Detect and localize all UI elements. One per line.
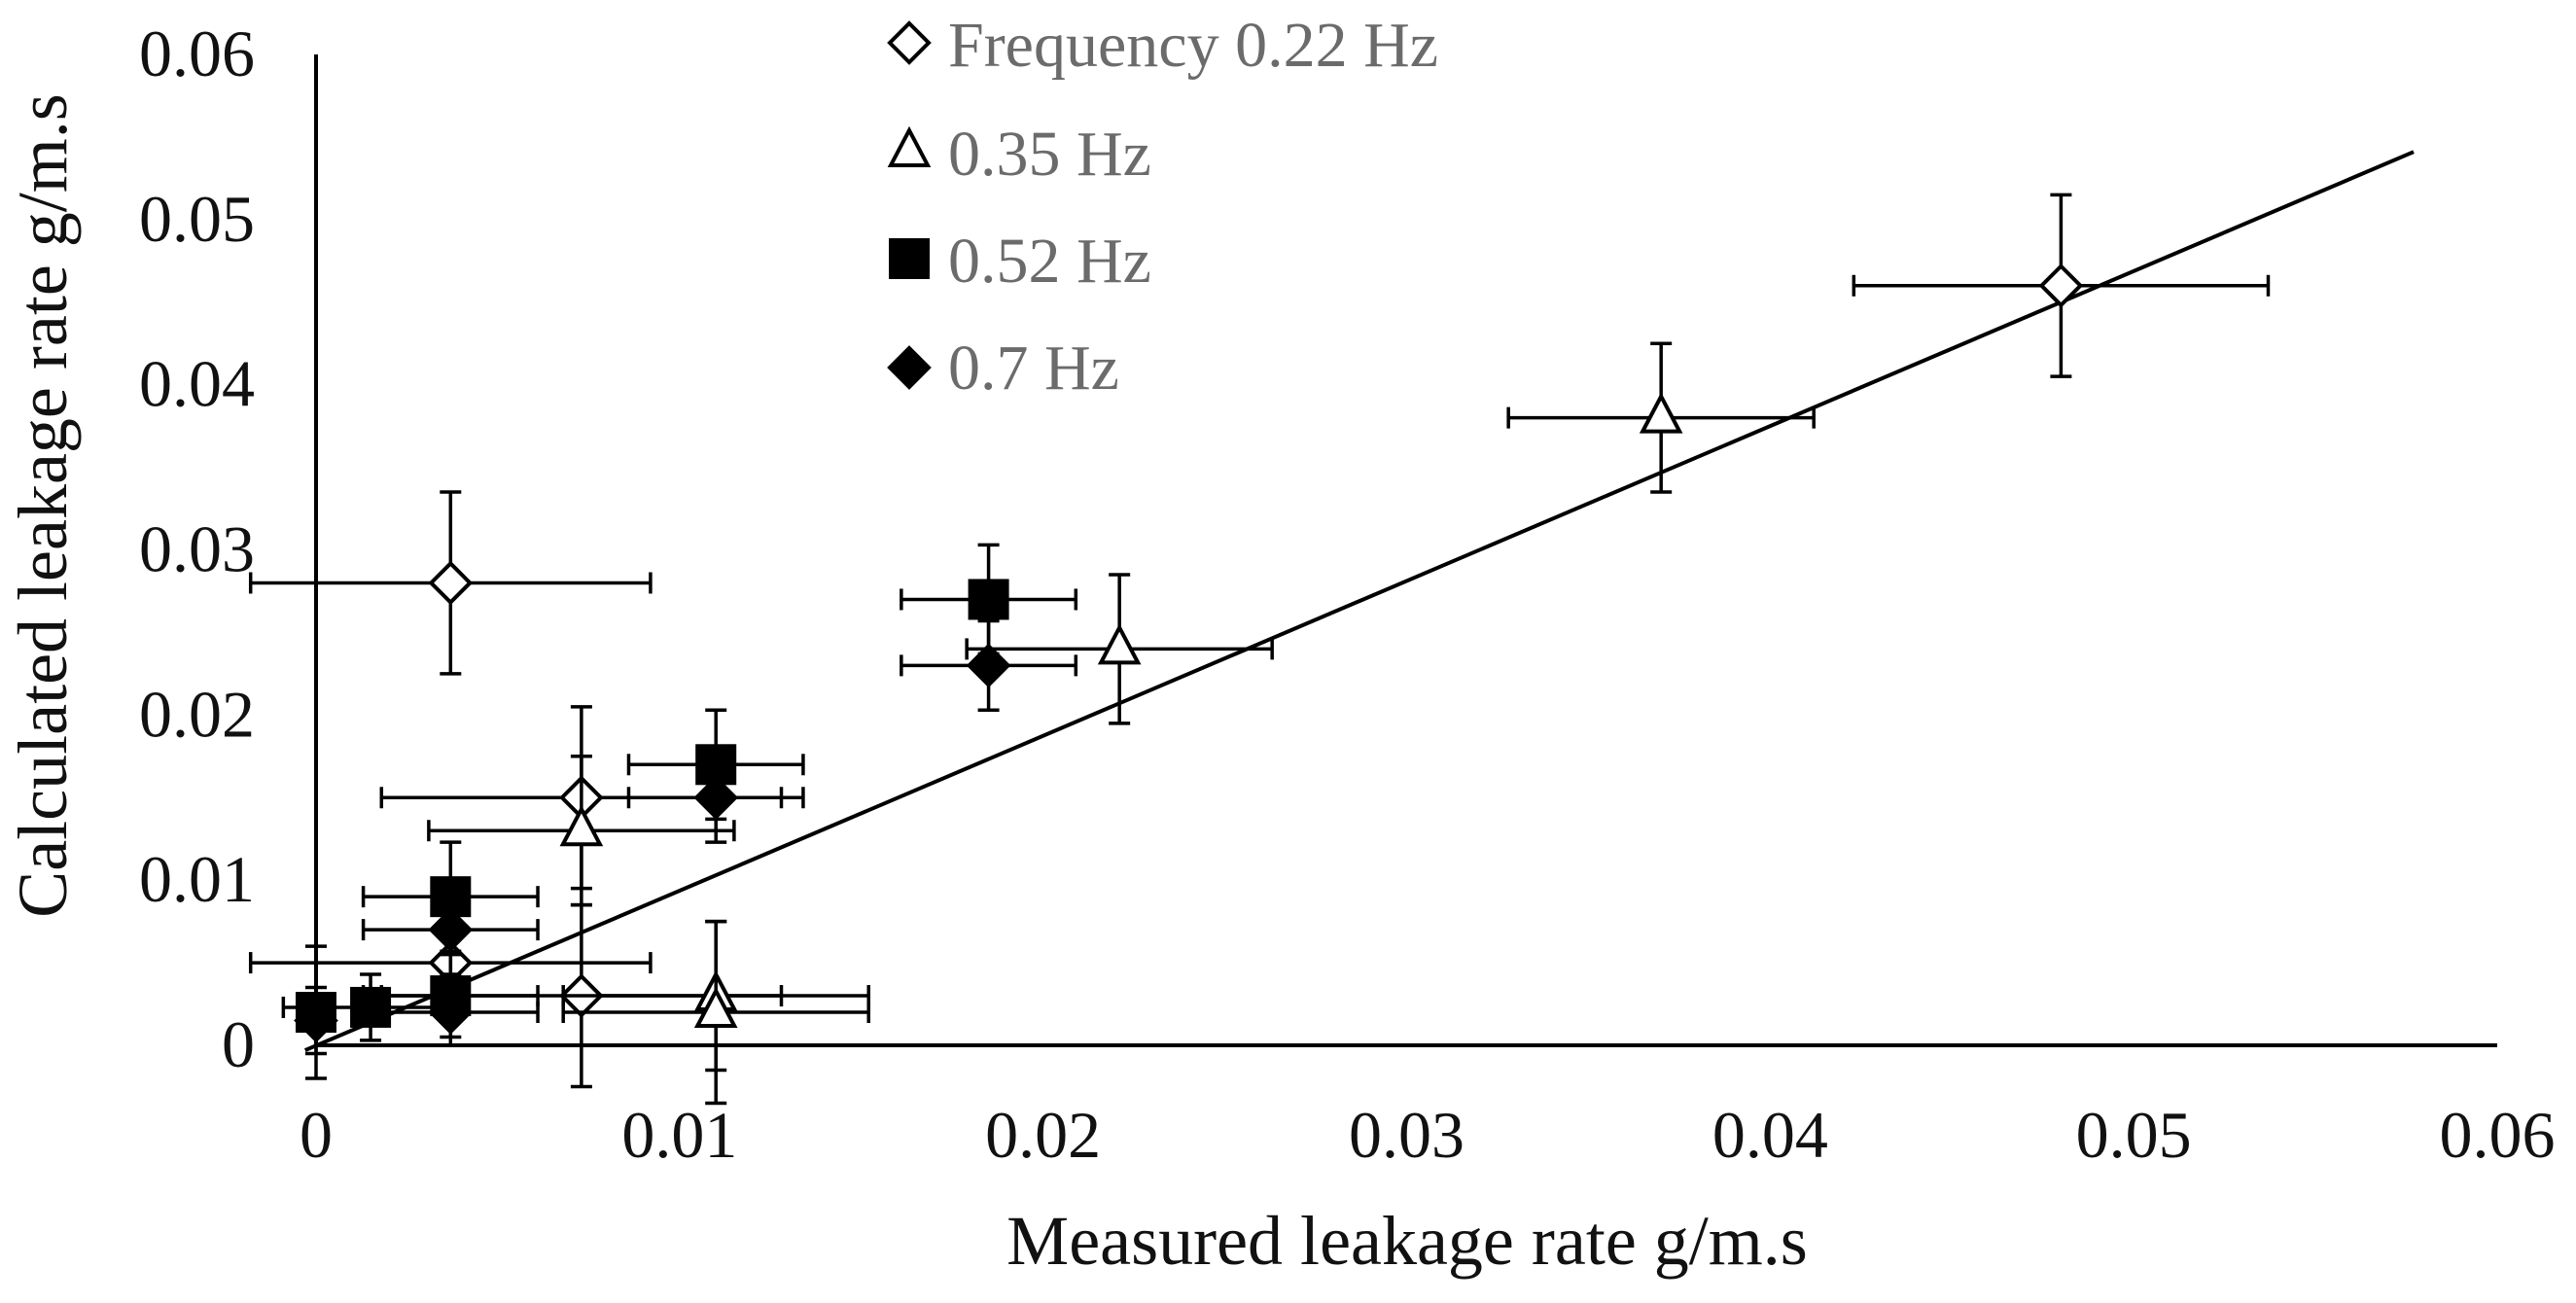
y-tick-label: 0.03 [139, 512, 255, 586]
data-point [428, 560, 474, 606]
x-tick-label: 0 [300, 1098, 333, 1172]
x-tick-label: 0.05 [2076, 1098, 2192, 1172]
data-point [693, 775, 739, 821]
x-tick-label: 0.06 [2440, 1098, 2556, 1172]
axes-layer [314, 54, 2497, 1047]
legend: Frequency 0.22 Hz 0.35 Hz 0.52 Hz 0.7 Hz [887, 10, 1438, 404]
x-axis-title: Measured leakage rate g/m.s [1006, 1202, 1808, 1280]
data-point [2038, 263, 2084, 308]
x-tick-label: 0.02 [985, 1098, 1101, 1172]
data-point [350, 986, 392, 1028]
data-point [428, 907, 474, 952]
data-point [966, 643, 1011, 688]
legend-marker-diamond-open [887, 20, 932, 65]
x-tick-label: 0.01 [621, 1098, 737, 1172]
x-tick-label: 0.03 [1349, 1098, 1464, 1172]
legend-label-2: 0.52 Hz [948, 226, 1151, 297]
data-point [968, 579, 1009, 620]
y-axis-title: Calculated leakage rate g/m.s [4, 93, 82, 918]
legend-marker-diamond-filled [887, 345, 932, 390]
legend-item-2: 0.52 Hz [889, 226, 1151, 297]
y-tick-label: 0.06 [139, 17, 255, 90]
data-point [1097, 623, 1142, 665]
data-point [693, 986, 738, 1029]
legend-marker [889, 238, 930, 279]
data-point [559, 804, 604, 847]
y-tick-label: 0.05 [139, 182, 255, 256]
legend-marker [887, 345, 932, 390]
legend-item-3: 0.7 Hz [887, 333, 1119, 404]
legend-label-0: Frequency 0.22 Hz [948, 10, 1438, 81]
y-tick-label: 0 [222, 1007, 255, 1081]
data-point [1639, 392, 1683, 434]
series-3 [294, 618, 1078, 1056]
legend-item-0: Frequency 0.22 Hz [887, 10, 1438, 81]
x-tick-label: 0.04 [1712, 1098, 1828, 1172]
legend-marker [887, 20, 932, 65]
data-point [294, 998, 338, 1043]
legend-marker-triangle-open [887, 125, 932, 167]
legend-label-3: 0.7 Hz [948, 333, 1119, 404]
data-point [428, 990, 474, 1035]
series-layer [248, 193, 2271, 1106]
y-tick-label: 0.01 [139, 842, 255, 916]
legend-item-1: 0.35 Hz [887, 119, 1151, 190]
y-tick-label: 0.02 [139, 677, 255, 751]
series-1 [427, 341, 1816, 1106]
tick-label-layer: 0 0.01 0.02 0.03 0.04 0.05 0.06 0 0.01 0.02 0.03 0.… [139, 17, 2556, 1172]
y-tick-label: 0.04 [139, 347, 255, 421]
legend-label-1: 0.35 Hz [948, 119, 1151, 190]
legend-marker [887, 125, 932, 167]
legend-marker-square-filled [889, 238, 930, 279]
